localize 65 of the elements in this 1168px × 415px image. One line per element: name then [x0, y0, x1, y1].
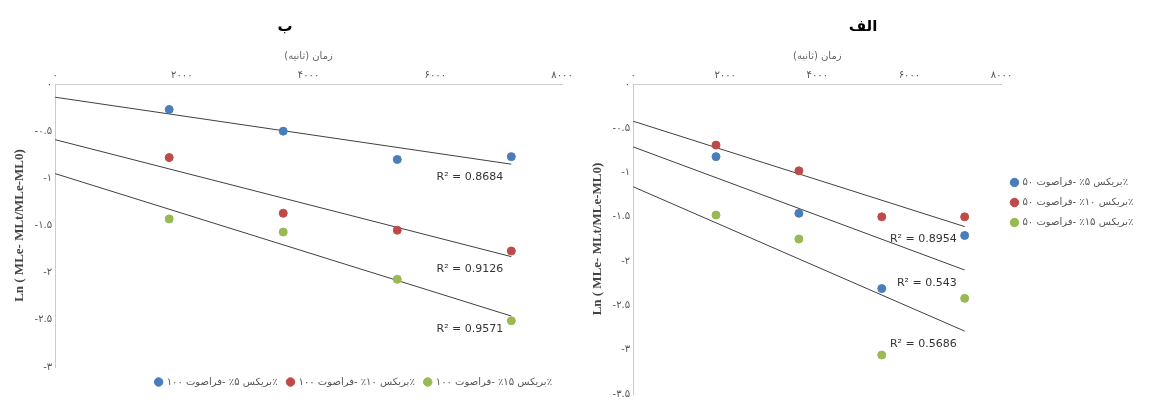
annotation: R² = 0.8954	[889, 232, 957, 246]
point	[164, 104, 174, 114]
annotation: R² = 0.543	[896, 275, 957, 289]
y-tick-label: -۰.۵	[34, 124, 53, 136]
chart-title: ب	[277, 16, 293, 35]
point	[392, 225, 402, 235]
y-tick-label: -۰.۵	[612, 121, 631, 133]
point	[164, 214, 174, 224]
point	[960, 212, 970, 222]
y-tick-label: -۳.۵	[612, 387, 631, 399]
point	[506, 246, 516, 256]
point	[960, 293, 970, 303]
x-tick-label: ۶۰۰۰	[424, 68, 447, 80]
x-tick-label: ۲۰۰۰	[714, 68, 736, 80]
legend-label: بریکس ۱۰٪ -فراصوت ۱۰۰٪	[298, 375, 415, 387]
y-tick-label: -۲	[621, 254, 631, 266]
x-tick-label: ۸۰۰۰	[551, 68, 573, 80]
x-tick-label: ۴۰۰۰	[297, 68, 320, 80]
point	[877, 212, 887, 222]
y-tick-label: -۳	[43, 360, 53, 372]
point	[960, 230, 970, 240]
point	[278, 126, 288, 136]
x-tick-label: ۴۰۰۰	[806, 68, 829, 80]
y-tick-label: -۱.۵	[34, 219, 53, 231]
annotation: R² = 0.8684	[436, 170, 504, 184]
x-tick-label: ۸۰۰۰	[990, 68, 1013, 80]
y-axis-title: Ln ( MLe- MLt/MLe-ML0)	[11, 149, 27, 302]
chart-title: الف	[848, 16, 878, 35]
legend-label: بریکس ۱۵٪ -فراصوت ۵۰٪	[1022, 216, 1134, 228]
y-axis-title: Ln ( MLe- MLt/MLe-ML0)	[589, 162, 605, 316]
point	[164, 153, 174, 163]
point	[711, 210, 721, 220]
y-tick-label: ۰	[46, 77, 53, 89]
y-tick-label: -۱	[621, 166, 631, 178]
point	[794, 166, 804, 176]
legend-label: بریکس ۱۵٪ -فراصوت ۱۰۰٪	[435, 375, 553, 387]
point	[506, 316, 516, 326]
point	[392, 274, 402, 284]
point	[877, 284, 887, 294]
y-tick-label: -۱.۵	[612, 210, 631, 222]
point	[278, 208, 288, 218]
annotation: R² = 0.9126	[436, 262, 504, 276]
y-tick-label: -۲.۵	[34, 313, 53, 325]
y-tick-label: -۲	[43, 266, 53, 278]
point	[506, 152, 516, 162]
point	[392, 154, 402, 164]
x-tick-label: ۶۰۰۰	[898, 68, 921, 80]
legend-label: بریکس ۵٪ -فراصوت ۵۰٪	[1022, 176, 1129, 188]
point	[877, 350, 887, 360]
x-axis-title: زمان (ثانیه)	[793, 49, 842, 61]
point	[794, 234, 804, 244]
legend-label: بریکس ۱۰٪ -فراصوت ۵۰٪	[1022, 196, 1134, 208]
y-tick-label: -۱	[43, 171, 53, 183]
y-tick-label: -۳	[621, 343, 631, 355]
x-axis-title: زمان (ثانیه)	[284, 49, 333, 61]
point	[711, 152, 721, 162]
legend-label: بریکس ۵٪ -فراصوت ۱۰۰٪	[166, 375, 278, 387]
annotation: R² = 0.9571	[436, 321, 504, 335]
y-tick-label: -۲.۵	[612, 299, 631, 311]
point	[278, 227, 288, 237]
point	[794, 208, 804, 218]
annotation: R² = 0.5686	[889, 336, 957, 350]
x-tick-label: ۲۰۰۰	[171, 68, 193, 80]
point	[711, 140, 721, 150]
y-tick-label: ۰	[624, 77, 631, 89]
